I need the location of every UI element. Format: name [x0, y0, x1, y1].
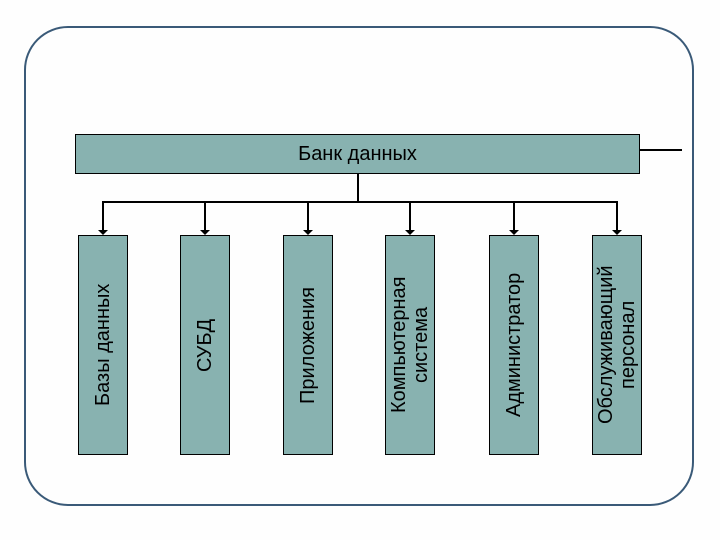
connector-drop — [616, 202, 618, 230]
root-node: Банк данных — [75, 134, 640, 174]
connector-bus — [102, 201, 618, 203]
connector-drop — [513, 202, 515, 230]
connector-trunk — [357, 174, 359, 202]
connector-drop — [102, 202, 104, 230]
child-node: Приложения — [283, 235, 333, 455]
root-node-label: Банк данных — [298, 143, 417, 166]
child-node-label: Администратор — [503, 273, 525, 417]
child-node-label: Обслуживающий персонал — [595, 266, 639, 425]
child-node: Базы данных — [78, 235, 128, 455]
child-node: Компьютерная система — [385, 235, 435, 455]
connector-drop — [409, 202, 411, 230]
stub-line — [640, 149, 682, 151]
child-node-label: Компьютерная система — [388, 277, 432, 414]
child-node-label: СУБД — [194, 318, 216, 371]
connector-drop — [307, 202, 309, 230]
child-node-label: Базы данных — [92, 284, 114, 406]
connector-drop — [204, 202, 206, 230]
child-node: Обслуживающий персонал — [592, 235, 642, 455]
child-node: СУБД — [180, 235, 230, 455]
child-node-label: Приложения — [297, 287, 319, 404]
child-node: Администратор — [489, 235, 539, 455]
